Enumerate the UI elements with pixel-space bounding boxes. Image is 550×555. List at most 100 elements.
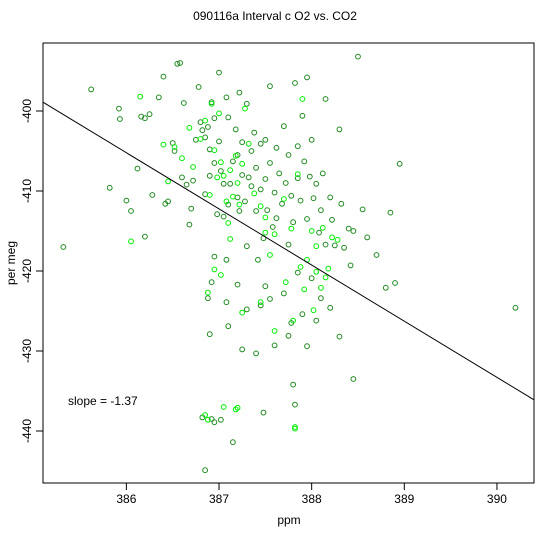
data-point (248, 148, 255, 154)
y-tick-label: -400 (20, 99, 34, 123)
data-point (255, 256, 261, 263)
data-point (387, 209, 394, 216)
data-point (206, 172, 213, 179)
data-point (146, 111, 153, 118)
data-point (230, 439, 236, 446)
data-point (260, 409, 267, 416)
data-point (205, 289, 211, 296)
data-point (128, 208, 134, 214)
data-point (280, 290, 287, 297)
data-point (205, 295, 211, 302)
data-point (227, 236, 234, 242)
data-point (338, 200, 345, 207)
data-point (257, 302, 264, 309)
data-point (329, 234, 335, 241)
data-point (292, 80, 298, 86)
data-point (142, 233, 148, 240)
data-point (345, 225, 352, 232)
data-point (276, 170, 283, 177)
data-point (297, 264, 304, 270)
data-point (211, 160, 218, 166)
data-point (292, 401, 298, 408)
data-point (313, 243, 320, 250)
data-point (230, 158, 236, 165)
data-point (288, 225, 295, 232)
data-point (271, 189, 278, 196)
data-point (294, 269, 301, 276)
data-point (232, 152, 239, 159)
data-point (290, 219, 297, 226)
data-point (282, 279, 289, 286)
data-point (128, 238, 134, 245)
data-point (165, 178, 171, 185)
data-point (253, 164, 259, 171)
x-tick-label: 387 (209, 492, 229, 506)
data-point (512, 304, 519, 311)
data-point (322, 241, 329, 248)
data-point (262, 229, 269, 236)
data-point (267, 83, 273, 90)
x-tick-label: 386 (116, 492, 136, 506)
data-point (319, 224, 326, 231)
data-point (313, 180, 320, 187)
data-point (292, 424, 298, 430)
data-point (197, 136, 204, 142)
data-point (223, 299, 230, 306)
data-point (220, 172, 227, 179)
data-point (294, 143, 301, 150)
data-point (285, 241, 292, 248)
data-point (327, 194, 334, 201)
data-point (304, 343, 310, 350)
data-point (208, 279, 215, 286)
data-point (347, 262, 354, 269)
data-point (264, 207, 271, 214)
data-point (236, 89, 243, 96)
data-point (60, 244, 67, 250)
data-point (285, 152, 292, 158)
data-point (202, 191, 209, 198)
data-point (382, 284, 389, 291)
data-point (88, 86, 95, 93)
data-point (216, 110, 222, 117)
data-point (310, 195, 317, 202)
data-point (341, 244, 347, 251)
data-point (239, 160, 246, 167)
data-point (282, 180, 289, 186)
data-point (297, 197, 304, 204)
data-point (160, 141, 167, 148)
data-point (350, 228, 357, 234)
data-point (310, 307, 317, 314)
data-point (245, 174, 252, 181)
data-point (257, 140, 264, 147)
data-point (355, 53, 361, 60)
data-point (142, 115, 148, 122)
data-point (242, 198, 248, 205)
data-point (202, 412, 209, 418)
data-point (211, 115, 218, 122)
data-point (214, 174, 221, 181)
data-point (245, 140, 252, 147)
data-point (220, 180, 227, 187)
x-tick-label: 388 (302, 492, 322, 506)
data-point (206, 146, 213, 153)
y-axis-ticks: -400 -410 -420 -430 -440 (20, 99, 43, 443)
data-point (262, 176, 269, 182)
plot-frame (42, 42, 535, 484)
data-point (267, 252, 273, 258)
data-point (236, 201, 243, 208)
data-point (304, 216, 310, 222)
data-point (257, 299, 264, 306)
data-point (262, 214, 269, 221)
data-point (359, 206, 366, 213)
data-point (217, 159, 224, 166)
data-point (318, 295, 324, 302)
data-point (392, 280, 398, 286)
data-point (134, 165, 141, 172)
data-point (192, 136, 199, 143)
data-point (230, 193, 236, 200)
data-point (234, 180, 241, 186)
data-point (225, 220, 232, 226)
data-point (364, 234, 371, 241)
data-point (220, 404, 227, 410)
data-point (318, 207, 324, 214)
